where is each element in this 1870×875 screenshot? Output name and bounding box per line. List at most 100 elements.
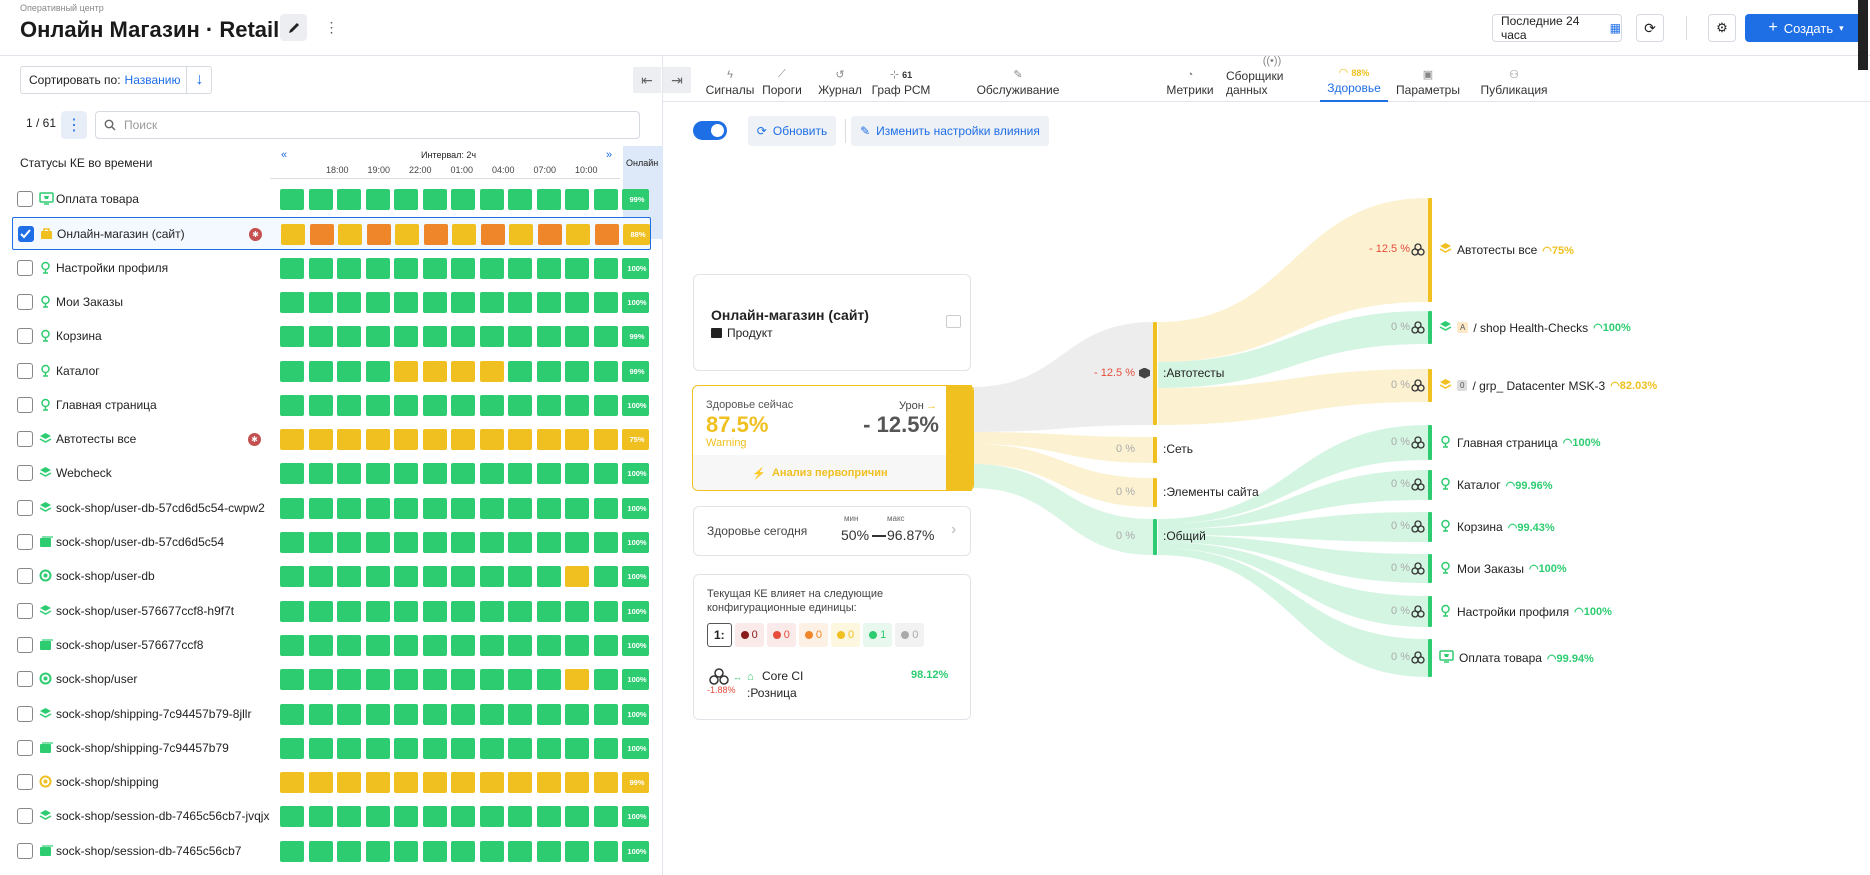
row-checkbox[interactable]: [17, 705, 33, 722]
status-cell[interactable]: [451, 600, 475, 622]
status-cell[interactable]: [451, 566, 475, 588]
status-cell[interactable]: [280, 497, 304, 519]
ci-row[interactable]: sock-shop/shipping 99%: [12, 766, 651, 799]
status-cell[interactable]: [508, 703, 532, 725]
status-cell[interactable]: [280, 600, 304, 622]
sort-value[interactable]: Названию: [124, 73, 181, 87]
status-cell[interactable]: [593, 291, 618, 313]
status-cell[interactable]: [536, 840, 561, 862]
target-node[interactable]: [1428, 596, 1432, 627]
row-checkbox[interactable]: [17, 362, 33, 379]
status-cell[interactable]: [280, 463, 304, 485]
status-cell[interactable]: [508, 737, 532, 759]
status-cell[interactable]: [280, 566, 304, 588]
status-cell[interactable]: [309, 224, 334, 246]
status-cell[interactable]: [451, 532, 475, 553]
ci-row[interactable]: Настройки профиля 100%: [12, 252, 651, 285]
severity-chip[interactable]: 0: [766, 623, 796, 647]
status-cell[interactable]: [394, 532, 418, 553]
status-cell[interactable]: [593, 189, 618, 210]
status-cell[interactable]: [365, 326, 390, 348]
target-node[interactable]: [1428, 512, 1432, 542]
ci-row-name[interactable]: sock-shop/user: [56, 672, 138, 687]
status-cell[interactable]: [337, 634, 361, 656]
status-cell[interactable]: [395, 224, 419, 246]
status-cell[interactable]: [280, 394, 304, 416]
status-cell[interactable]: [479, 840, 504, 862]
status-cell[interactable]: [422, 840, 447, 862]
ci-row-name[interactable]: sock-shop/user-db-57cd6d5c54: [56, 535, 225, 549]
status-cell[interactable]: [280, 634, 304, 656]
status-cell[interactable]: [537, 224, 562, 246]
status-cell[interactable]: [394, 394, 418, 416]
status-cell[interactable]: [365, 703, 390, 725]
status-cell[interactable]: [565, 360, 589, 382]
status-cell[interactable]: [565, 634, 589, 656]
status-cell[interactable]: [280, 291, 304, 313]
status-cell[interactable]: [479, 429, 504, 451]
status-cell[interactable]: [394, 360, 418, 382]
status-cell[interactable]: [593, 840, 618, 862]
row-checkbox[interactable]: [17, 499, 33, 516]
status-cell[interactable]: [451, 463, 475, 485]
status-cell[interactable]: [452, 224, 476, 246]
status-cell[interactable]: [337, 326, 361, 348]
ci-row[interactable]: Корзина 99%: [12, 320, 651, 353]
status-cell[interactable]: [451, 429, 475, 451]
status-cell[interactable]: [365, 291, 390, 313]
status-cell[interactable]: [308, 394, 333, 416]
status-cell[interactable]: [365, 257, 390, 279]
ci-row-name[interactable]: Каталог: [56, 363, 100, 378]
status-cell[interactable]: [594, 224, 619, 246]
status-cell[interactable]: [508, 806, 532, 828]
status-cell[interactable]: [365, 394, 390, 416]
status-cell[interactable]: [593, 772, 618, 794]
status-cell[interactable]: [479, 772, 504, 794]
status-cell[interactable]: [536, 669, 561, 691]
ci-row[interactable]: sock-shop/shipping-7c94457b79 100%: [12, 732, 651, 765]
target-node[interactable]: [1428, 425, 1432, 460]
edit-influence-button[interactable]: ✎ Изменить настройки влияния: [851, 116, 1049, 146]
status-cell[interactable]: [536, 326, 561, 348]
status-cell[interactable]: [365, 600, 390, 622]
period-picker[interactable]: Последние 24 часа ▦: [1492, 14, 1622, 42]
target-item[interactable]: 0 / grp_ Datacenter MSK-3 ◠82.03%: [1439, 378, 1657, 394]
status-cell[interactable]: [422, 189, 447, 210]
status-cell[interactable]: [308, 737, 333, 759]
row-checkbox[interactable]: [17, 465, 33, 482]
more-menu-button[interactable]: ⋮: [318, 14, 345, 41]
tab-wrench[interactable]: ✎ Обслуживание: [963, 56, 1073, 102]
tab-users[interactable]: ⚇ Публикация: [1473, 56, 1555, 102]
status-cell[interactable]: [308, 532, 333, 553]
status-cell[interactable]: [394, 634, 418, 656]
auto-refresh-toggle[interactable]: [693, 121, 727, 140]
status-cell[interactable]: [365, 772, 390, 794]
status-cell[interactable]: [338, 224, 362, 246]
status-cell[interactable]: [508, 772, 532, 794]
status-cell[interactable]: [508, 326, 532, 348]
target-node[interactable]: [1428, 369, 1432, 402]
settings-button[interactable]: ⚙: [1708, 14, 1736, 42]
group-node[interactable]: [1153, 322, 1157, 425]
status-cell[interactable]: [536, 634, 561, 656]
status-cell[interactable]: [422, 532, 447, 553]
status-cell[interactable]: [365, 634, 390, 656]
status-cell[interactable]: [565, 394, 589, 416]
status-cell[interactable]: [451, 634, 475, 656]
severity-chip[interactable]: 0: [831, 623, 861, 647]
expand-right-button[interactable]: ⇥: [663, 67, 691, 93]
status-cell[interactable]: [337, 497, 361, 519]
status-cell[interactable]: [422, 703, 447, 725]
severity-chip[interactable]: 0: [798, 623, 829, 647]
ci-row[interactable]: Главная страница 100%: [12, 389, 651, 422]
status-cell[interactable]: [508, 634, 532, 656]
bug-icon[interactable]: ✱: [249, 228, 262, 242]
tab-params[interactable]: ▣ Параметры: [1391, 56, 1465, 102]
status-cell[interactable]: [565, 463, 589, 485]
ci-row-name[interactable]: Корзина: [56, 329, 102, 344]
status-cell[interactable]: [308, 669, 333, 691]
target-node[interactable]: [1428, 639, 1432, 677]
ci-row[interactable]: sock-shop/user-576677ccf8-h9f7t 100%: [12, 595, 651, 628]
ci-row[interactable]: sock-shop/session-db-7465c56cb7 100%: [12, 835, 651, 868]
row-checkbox[interactable]: [17, 808, 33, 825]
